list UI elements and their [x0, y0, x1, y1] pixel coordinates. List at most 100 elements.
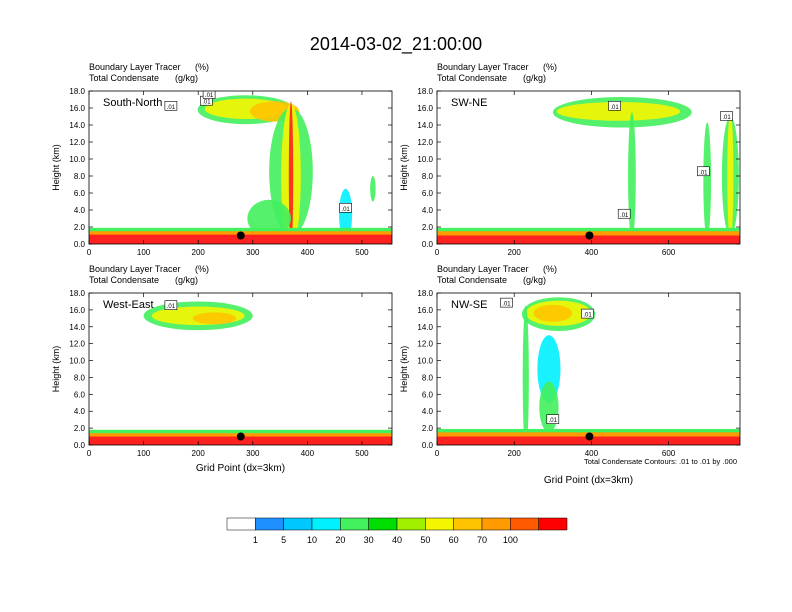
location-marker [585, 231, 594, 240]
contour-label-box [546, 414, 560, 424]
y-tick-label: 8.0 [74, 172, 86, 181]
panel-header-unit1: (%) [195, 62, 209, 72]
contour-label-box [581, 308, 594, 319]
location-marker [585, 432, 594, 441]
contour-label-box [202, 91, 216, 99]
panel-header-line2: Total Condensate [89, 275, 159, 285]
contour-label-box [164, 101, 178, 111]
tracer-region [628, 112, 636, 240]
y-tick-label: 4.0 [422, 206, 434, 215]
panel-header-unit2: (g/kg) [523, 275, 546, 285]
y-tick-label: 8.0 [74, 373, 86, 382]
y-tick-label: 12.0 [417, 138, 433, 147]
y-tick-label: 8.0 [422, 172, 434, 181]
colorbar-swatch [340, 517, 369, 531]
x-tick-label: 200 [508, 449, 522, 458]
panel-header-line1: Boundary Layer Tracer [437, 264, 529, 274]
plot-frame [88, 90, 393, 245]
tracer-region [522, 305, 529, 445]
panel-south-north: Boundary Layer Tracer (%) Total Condensate… [51, 62, 393, 257]
y-tick-label: 2.0 [422, 223, 434, 232]
colorbar-swatch [396, 517, 426, 531]
colorbar-label: 5 [281, 535, 286, 545]
colorbar-swatch [283, 517, 313, 531]
plot-area: .01.01.01.01 [89, 91, 392, 244]
x-tick-label: 0 [87, 449, 92, 458]
colorbar-swatch [453, 517, 483, 531]
x-tick-label: 300 [246, 449, 260, 458]
contour-label: .01 [502, 302, 511, 308]
x-tick-label: 400 [585, 449, 599, 458]
contour-label: .01 [341, 207, 350, 213]
tracer-region [727, 112, 734, 240]
colorbar-swatch [510, 517, 539, 531]
panel-nw-se: Boundary Layer Tracer (%) Total Condensate… [399, 264, 741, 486]
y-tick-label: 12.0 [69, 340, 85, 349]
contour-label: .01 [620, 213, 629, 219]
y-tick-label: 6.0 [74, 189, 86, 198]
y-tick-label: 0.0 [74, 441, 86, 450]
y-tick-label: 6.0 [422, 390, 434, 399]
contour-label: .01 [202, 100, 211, 106]
y-tick-label: 0.0 [74, 240, 86, 249]
x-tick-label: 400 [301, 248, 315, 257]
figure-title: 2014-03-02_21:00:00 [310, 34, 482, 55]
x-tick-label: 500 [355, 248, 369, 257]
plot-frame [436, 292, 741, 446]
y-tick-label: 18.0 [417, 289, 433, 298]
x-tick-label: 300 [246, 248, 260, 257]
y-tick-label: 4.0 [74, 206, 86, 215]
tracer-region [288, 101, 294, 244]
y-tick-label: 2.0 [74, 223, 86, 232]
surface-layer [437, 235, 740, 244]
x-tick-label: 100 [137, 248, 151, 257]
x-tick-label: 600 [662, 449, 676, 458]
tracer-region [539, 381, 559, 433]
panel-label: SW-NE [451, 97, 487, 109]
panels: Boundary Layer Tracer (%) Total Condensate… [51, 62, 741, 486]
contour-label-box [339, 203, 352, 213]
y-tick-label: 18.0 [69, 87, 85, 96]
panel-header-unit2: (g/kg) [523, 73, 546, 83]
location-marker [236, 231, 245, 240]
panel-header-line2: Total Condensate [437, 275, 507, 285]
colorbar-swatch [481, 517, 511, 531]
y-tick-label: 10.0 [417, 357, 433, 366]
contour-label: .01 [549, 418, 558, 424]
y-tick-label: 14.0 [69, 323, 85, 332]
x-tick-label: 0 [435, 449, 440, 458]
y-axis-label: Height (km) [399, 144, 409, 191]
colorbar-swatch [311, 517, 341, 531]
y-tick-label: 0.0 [422, 441, 434, 450]
y-tick-label: 10.0 [69, 357, 85, 366]
plot-frame [436, 90, 741, 245]
colorbar-label: 20 [335, 535, 345, 545]
y-tick-label: 12.0 [417, 340, 433, 349]
x-tick-label: 0 [435, 248, 440, 257]
y-axis-label: Height (km) [51, 144, 61, 191]
contour-label: .01 [722, 115, 731, 121]
panel-west-east: Boundary Layer Tracer (%) Total Condensate… [51, 264, 393, 474]
y-tick-label: 18.0 [417, 87, 433, 96]
tracer-region [370, 176, 376, 202]
panel-label: West-East [103, 299, 154, 311]
y-tick-label: 2.0 [422, 424, 434, 433]
plot-frame [88, 292, 393, 446]
contour-label-box [164, 300, 178, 310]
panel-header-line1: Boundary Layer Tracer [89, 62, 181, 72]
y-tick-label: 16.0 [417, 306, 433, 315]
x-tick-label: 500 [355, 449, 369, 458]
colorbar-swatch [425, 517, 454, 531]
colorbar-label: 60 [449, 535, 459, 545]
colorbar-label: 40 [392, 535, 402, 545]
x-tick-label: 400 [585, 248, 599, 257]
panel-header-unit1: (%) [195, 264, 209, 274]
panel-header-unit2: (g/kg) [175, 275, 198, 285]
y-tick-label: 14.0 [417, 323, 433, 332]
colorbar-swatch [226, 517, 256, 531]
x-tick-label: 100 [137, 449, 151, 458]
colorbar-label: 1 [253, 535, 258, 545]
y-tick-label: 14.0 [69, 121, 85, 130]
tracer-region [533, 304, 573, 322]
contour-label: .01 [167, 304, 176, 310]
